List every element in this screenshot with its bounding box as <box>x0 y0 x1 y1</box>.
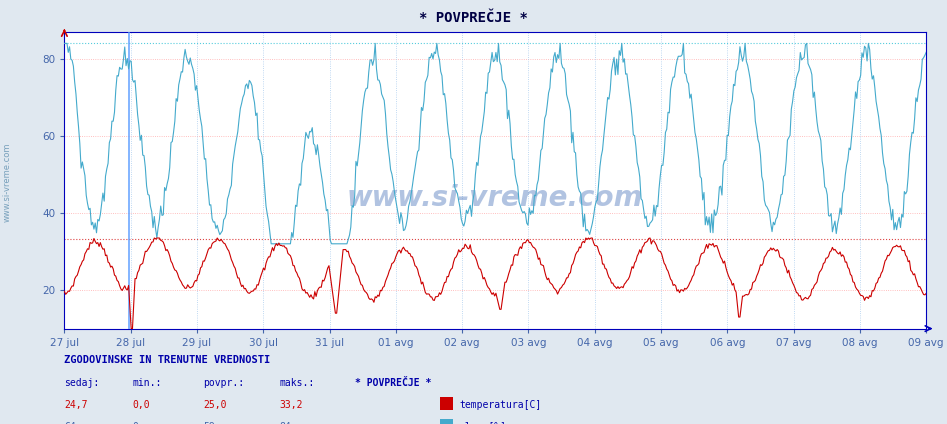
Text: * POVPREČJE *: * POVPREČJE * <box>420 11 527 25</box>
Text: povpr.:: povpr.: <box>204 378 244 388</box>
Text: maks.:: maks.: <box>279 378 314 388</box>
Text: 25,0: 25,0 <box>204 400 227 410</box>
Text: www.si-vreme.com: www.si-vreme.com <box>347 184 644 212</box>
Text: temperatura[C]: temperatura[C] <box>459 400 542 410</box>
Text: * POVPREČJE *: * POVPREČJE * <box>355 378 432 388</box>
Text: vlaga[%]: vlaga[%] <box>459 422 507 424</box>
Text: sedaj:: sedaj: <box>64 378 99 388</box>
Text: min.:: min.: <box>133 378 162 388</box>
Text: 24,7: 24,7 <box>64 400 88 410</box>
Text: 84: 84 <box>279 422 291 424</box>
Text: 0,0: 0,0 <box>133 400 151 410</box>
Text: 0: 0 <box>133 422 138 424</box>
Text: 59: 59 <box>204 422 215 424</box>
Text: 33,2: 33,2 <box>279 400 303 410</box>
Text: www.si-vreme.com: www.si-vreme.com <box>3 142 12 222</box>
Text: ZGODOVINSKE IN TRENUTNE VREDNOSTI: ZGODOVINSKE IN TRENUTNE VREDNOSTI <box>64 354 271 365</box>
Text: 64: 64 <box>64 422 76 424</box>
